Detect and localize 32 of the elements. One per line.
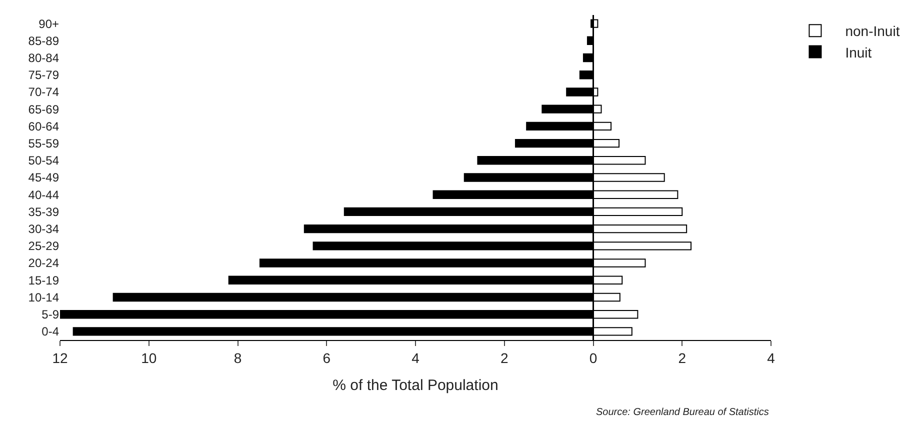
y-tick-label: 30-34	[28, 222, 60, 236]
y-tick-label: 0-4	[42, 324, 60, 339]
y-tick-label: 65-69	[28, 102, 60, 116]
y-tick-label: 10-14	[28, 290, 60, 304]
y-tick-label: 40-44	[28, 188, 60, 202]
x-tick-label: 6	[322, 350, 331, 366]
y-tick-label: 70-74	[28, 85, 60, 100]
y-tick-label: 5-9	[42, 308, 60, 322]
y-tick-label: 55-59	[28, 136, 60, 150]
y-tick-label: 15-19	[28, 273, 60, 288]
x-tick-label: 2	[678, 350, 686, 366]
x-tick-label: 4	[767, 350, 776, 366]
y-tick-label: 25-29	[28, 239, 60, 254]
y-tick-label: 90+	[38, 16, 59, 31]
y-tick-label: 20-24	[28, 256, 60, 270]
y-tick-label: 50-54	[28, 154, 60, 168]
y-tick-label: 60-64	[28, 119, 60, 134]
x-tick-label: 10	[141, 350, 157, 366]
legend-label: Inuit	[845, 44, 872, 60]
x-tick-label: 8	[234, 350, 242, 366]
source-note: Source: Greenland Bureau of Statistics	[596, 407, 769, 418]
x-tick-label: 2	[500, 350, 508, 366]
y-tick-label: 75-79	[28, 68, 60, 82]
y-tick-label: 45-49	[28, 170, 60, 185]
y-tick-label: 85-89	[28, 34, 60, 48]
x-tick-label: 0	[589, 350, 598, 366]
legend-label: non-Inuit	[845, 23, 900, 40]
x-tick-label: 4	[412, 350, 420, 366]
y-tick-label: 35-39	[28, 204, 60, 219]
x-tick-label: 12	[52, 350, 68, 366]
x-axis-title: % of the Total Population	[332, 376, 498, 394]
y-tick-label: 80-84	[28, 50, 60, 65]
